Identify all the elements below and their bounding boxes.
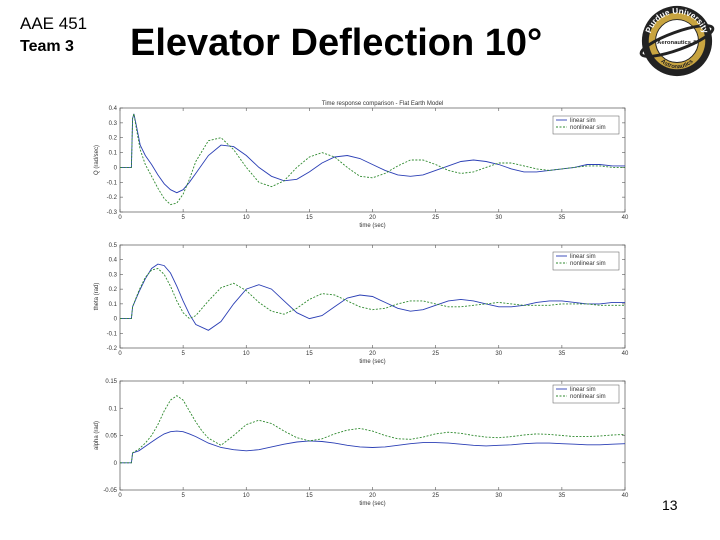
x-axis-label: time (sec) [359, 359, 385, 365]
legend-label: linear sim [570, 387, 596, 393]
y-tick-label: -0.3 [107, 210, 118, 216]
x-tick-label: 40 [622, 351, 629, 357]
series-line-linear [120, 430, 626, 464]
y-tick-label: 0.5 [109, 243, 118, 249]
y-tick-label: -0.2 [107, 346, 118, 352]
legend-label: nonlinear sim [570, 261, 606, 267]
y-tick-label: 0 [114, 317, 118, 323]
y-axis-label: Q (rad/sec) [94, 145, 100, 175]
x-tick-label: 40 [622, 493, 629, 499]
y-tick-label: 0.15 [105, 379, 117, 385]
course-label: AAE 451 [20, 14, 88, 33]
x-tick-label: 25 [432, 493, 439, 499]
chart-panel-2: 0 5 10 15 20 25 30 35 40 -0.2 -0.1 0 0.1 0.2 0.3 0.4 0.5… [94, 243, 629, 365]
x-tick-label: 15 [306, 215, 313, 221]
purdue-logo: Purdue University Aeronautics & Astronau… [639, 5, 715, 77]
y-tick-label: -0.1 [107, 331, 118, 337]
x-tick-label: 25 [432, 351, 439, 357]
x-tick-label: 10 [243, 493, 250, 499]
x-axis-label: time (sec) [359, 223, 385, 229]
x-tick-label: 30 [495, 215, 502, 221]
y-tick-label: 0.1 [109, 406, 118, 412]
x-tick-label: 15 [306, 493, 313, 499]
y-tick-label: 0.2 [109, 287, 118, 293]
x-axis-label: time (sec) [359, 501, 385, 507]
y-tick-label: -0.1 [107, 180, 118, 186]
x-tick-label: 0 [118, 215, 122, 221]
chart-title: Time response comparison - Flat Earth Mo… [322, 101, 444, 107]
slide-title: Elevator Deflection 10° [130, 22, 543, 64]
x-tick-label: 5 [181, 351, 185, 357]
legend-box [552, 384, 620, 404]
logo-orbit-icon [639, 24, 715, 58]
y-tick-label: -0.05 [103, 488, 117, 494]
x-tick-label: 0 [118, 351, 122, 357]
plot-area [119, 107, 626, 213]
x-tick-label: 20 [369, 351, 376, 357]
x-tick-label: 40 [622, 215, 629, 221]
team-label: Team 3 [20, 38, 74, 55]
x-tick-label: 10 [243, 351, 250, 357]
x-tick-label: 0 [118, 493, 122, 499]
y-tick-label: 0.4 [109, 106, 118, 112]
x-tick-label: 15 [306, 351, 313, 357]
y-tick-label: 0.2 [109, 136, 118, 142]
x-tick-label: 35 [559, 351, 566, 357]
plot-area [119, 380, 626, 491]
y-tick-label: 0.05 [105, 434, 117, 440]
page-number: 13 [662, 497, 678, 513]
y-tick-label: 0.1 [109, 302, 118, 308]
logo-middle-text: Aeronautics & [657, 40, 697, 46]
series-line-linear [120, 263, 625, 331]
x-tick-label: 5 [181, 493, 185, 499]
series-line-nonlinear [120, 268, 625, 320]
y-tick-label: 0 [114, 165, 118, 171]
x-tick-label: 35 [559, 493, 566, 499]
y-tick-label: 0.1 [109, 151, 118, 157]
y-tick-label: -0.2 [107, 195, 118, 201]
y-tick-label: 0.3 [109, 121, 118, 127]
chart-panel-1: 0 5 10 15 20 25 30 35 40 -0.3 -0.2 -0.1 0 0.1 0.2 0.3 0.… [94, 101, 629, 229]
legend-box [552, 251, 620, 271]
series-line-nonlinear [120, 395, 626, 464]
x-tick-label: 5 [181, 215, 185, 221]
y-tick-label: 0 [114, 461, 118, 467]
series-line-linear [120, 113, 625, 194]
y-tick-label: 0.3 [109, 272, 118, 278]
x-tick-label: 25 [432, 215, 439, 221]
legend-label: linear sim [570, 254, 596, 260]
legend-label: nonlinear sim [570, 125, 606, 131]
x-tick-label: 20 [369, 493, 376, 499]
x-tick-label: 35 [559, 215, 566, 221]
x-tick-label: 30 [495, 351, 502, 357]
legend-label: nonlinear sim [570, 394, 606, 400]
y-tick-label: 0.4 [109, 258, 118, 264]
x-tick-label: 30 [495, 493, 502, 499]
y-axis-label: alpha (rad) [94, 421, 100, 450]
x-tick-label: 10 [243, 215, 250, 221]
legend-box [552, 115, 620, 135]
x-tick-label: 20 [369, 215, 376, 221]
y-axis-label: theta (rad) [94, 283, 100, 311]
legend-label: linear sim [570, 118, 596, 124]
series-line-nonlinear [120, 113, 625, 206]
